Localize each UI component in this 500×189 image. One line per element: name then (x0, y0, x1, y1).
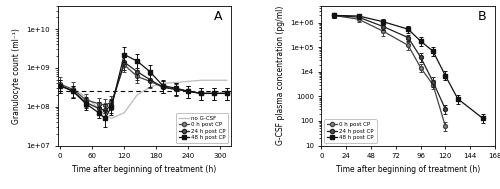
Text: B: B (478, 10, 486, 23)
Text: A: A (214, 10, 222, 23)
Legend: no G-CSF, 0 h post CP, 24 h post CP, 48 h post CP: no G-CSF, 0 h post CP, 24 h post CP, 48 … (176, 113, 229, 143)
Legend: 0 h post CP, 24 h post CP, 48 h post CP: 0 h post CP, 24 h post CP, 48 h post CP (324, 119, 376, 143)
Y-axis label: G-CSF plasma concentration (pg/ml): G-CSF plasma concentration (pg/ml) (276, 6, 284, 145)
Y-axis label: Granulocyte count (ml⁻¹): Granulocyte count (ml⁻¹) (12, 28, 20, 124)
X-axis label: Time after beginning of treatment (h): Time after beginning of treatment (h) (72, 165, 217, 174)
X-axis label: Time after beginning of treatment (h): Time after beginning of treatment (h) (336, 165, 480, 174)
